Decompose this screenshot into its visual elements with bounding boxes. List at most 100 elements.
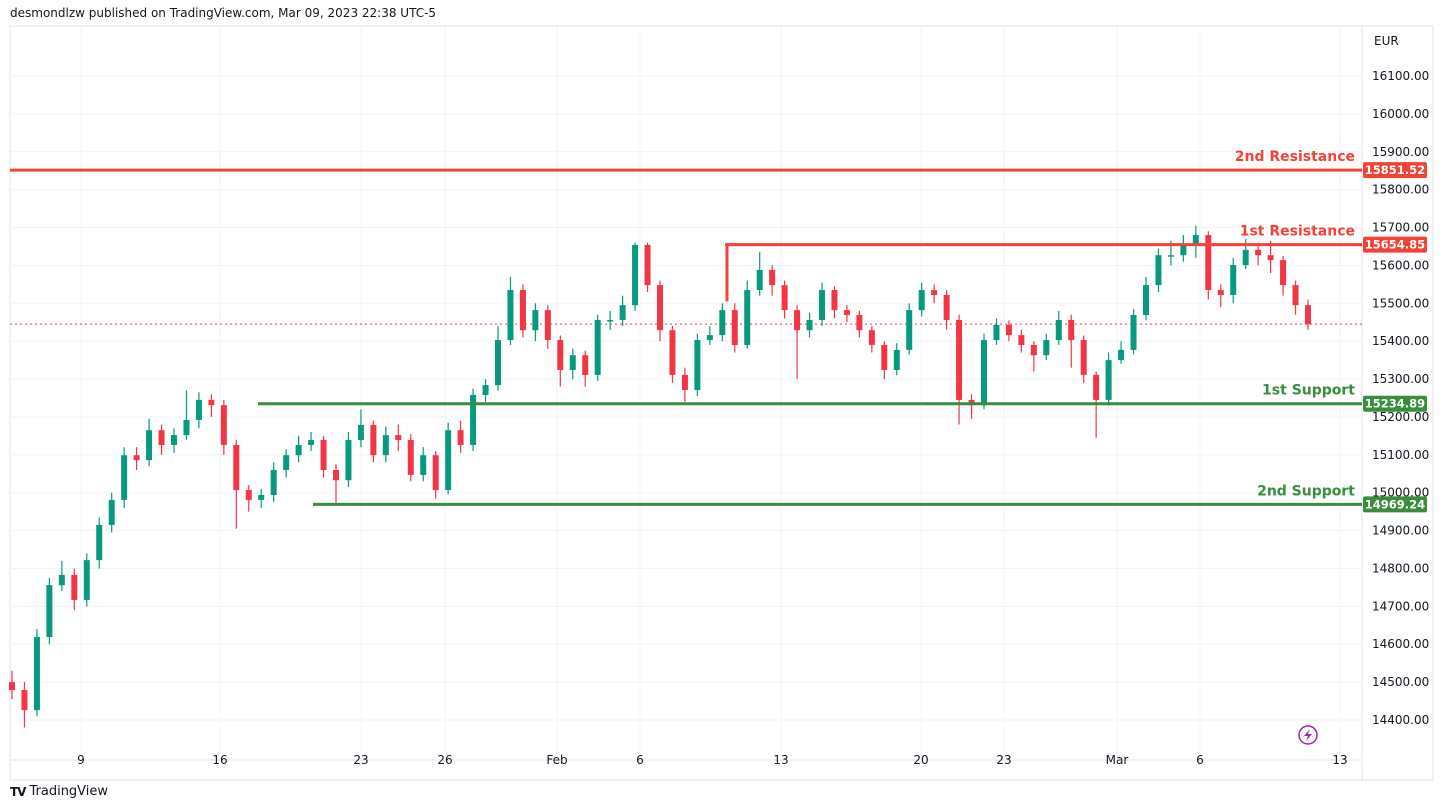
candle-body — [918, 290, 925, 311]
price-tick-label: 14600.00 — [1372, 637, 1429, 651]
candle-body — [9, 682, 15, 691]
candle-body — [993, 324, 1000, 341]
candle-body — [220, 405, 227, 445]
candle-body — [1043, 340, 1050, 356]
price-badge — [1363, 496, 1427, 513]
candle-body — [843, 310, 850, 316]
candle-body — [370, 424, 377, 456]
candle-body — [1205, 235, 1212, 291]
candle-body — [657, 285, 663, 331]
price-tick-label: 16100.00 — [1372, 69, 1429, 83]
candle-body — [83, 560, 90, 600]
candle-body — [96, 524, 103, 561]
time-tick-label: 13 — [1332, 753, 1347, 767]
lightning-bolt-icon — [1304, 729, 1312, 741]
price-tick-label: 15300.00 — [1372, 372, 1429, 386]
time-tick-label: 6 — [1196, 753, 1204, 767]
price-badge — [1363, 162, 1427, 179]
candle-body — [195, 399, 202, 420]
level-label: 1st Support — [1262, 383, 1355, 399]
price-tick-label: 15400.00 — [1372, 334, 1429, 348]
candle-body — [457, 430, 464, 445]
candle-body — [395, 435, 402, 441]
candle-body — [1242, 249, 1249, 266]
price-tick-label: 16000.00 — [1372, 107, 1429, 121]
candle-body — [706, 335, 713, 341]
time-tick-label: Mar — [1106, 753, 1129, 767]
candle-body — [931, 290, 938, 295]
candle-body — [71, 574, 78, 600]
candle-body — [719, 310, 726, 336]
lightning-icon[interactable] — [1298, 725, 1318, 745]
candle-body — [756, 269, 763, 291]
price-tick-label: 15100.00 — [1372, 448, 1429, 462]
candle-body — [146, 430, 153, 461]
time-tick-label: 26 — [437, 753, 452, 767]
candle-body — [906, 310, 913, 350]
price-tick-label: 15500.00 — [1372, 296, 1429, 310]
candle-body — [856, 315, 863, 331]
candle-body — [1255, 249, 1262, 256]
price-badge-label: 15234.89 — [1365, 397, 1425, 411]
candle-body — [507, 290, 514, 341]
candle-body — [1055, 319, 1062, 341]
candle-body — [320, 440, 327, 470]
candle-body — [208, 399, 215, 406]
candle-body — [519, 290, 526, 331]
candle-body — [694, 340, 701, 391]
tradingview-brand[interactable]: TV TradingView — [10, 784, 108, 799]
candle-body — [283, 455, 290, 470]
candle-body — [532, 310, 539, 331]
candle-body — [121, 455, 128, 500]
price-tick-label: 14500.00 — [1372, 675, 1429, 689]
candle-body — [58, 574, 65, 586]
candle-body — [1093, 374, 1100, 400]
price-tick-label: 15200.00 — [1372, 410, 1429, 424]
time-tick-label: 13 — [773, 753, 788, 767]
candle-body — [445, 430, 452, 491]
price-tick-label: 14400.00 — [1372, 713, 1429, 727]
candle-body — [632, 244, 639, 306]
candle-body — [1305, 305, 1311, 325]
candle-body — [1080, 340, 1087, 375]
candle-body — [981, 340, 987, 406]
candle-body — [607, 319, 614, 322]
candle-body — [1180, 244, 1187, 256]
candle-body — [1167, 255, 1174, 257]
candle-body — [233, 444, 240, 491]
level-label: 1st Resistance — [1240, 224, 1355, 240]
candle-body — [357, 424, 364, 441]
candle-body — [183, 419, 190, 436]
time-tick-label: 9 — [77, 753, 85, 767]
candle-body — [806, 319, 813, 331]
candle-body — [345, 440, 352, 481]
price-badge-label: 15851.52 — [1365, 163, 1425, 177]
tradingview-logo-icon: TV — [10, 784, 27, 799]
candle-body — [744, 290, 751, 345]
candle-body — [669, 330, 676, 375]
candle-body — [1292, 285, 1299, 306]
price-badge-label: 14969.24 — [1365, 497, 1425, 511]
candle-body — [270, 469, 277, 495]
candle-body — [21, 690, 28, 711]
price-tick-label: 15000.00 — [1372, 486, 1429, 500]
brand-name: TradingView — [29, 784, 109, 799]
candle-body — [819, 290, 825, 320]
price-tick-label: 14900.00 — [1372, 524, 1429, 538]
candle-body — [1280, 260, 1287, 286]
time-tick-label: 23 — [353, 753, 368, 767]
candle-body — [1143, 285, 1149, 316]
candle-body — [1018, 335, 1025, 345]
price-badge-label: 15654.85 — [1365, 238, 1425, 252]
price-badge — [1363, 395, 1427, 412]
chart-frame — [9, 25, 1434, 781]
candle-body — [681, 374, 688, 391]
candle-body — [956, 319, 963, 400]
price-badge — [1363, 236, 1427, 253]
time-tick-label: Feb — [546, 753, 567, 767]
candle-body — [557, 340, 564, 370]
candle-body — [1068, 319, 1075, 341]
candle-body — [769, 269, 776, 286]
candle-body — [420, 455, 427, 475]
